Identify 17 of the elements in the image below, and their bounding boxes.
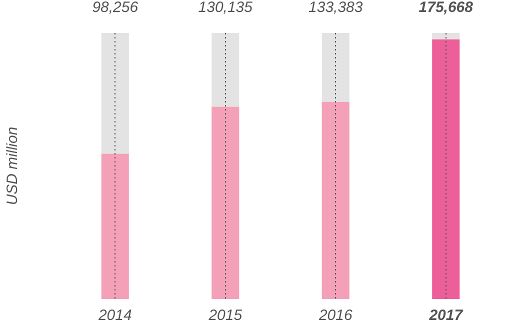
y-axis-title: USD million <box>4 126 22 206</box>
bar <box>322 33 350 102</box>
bar <box>322 102 350 299</box>
data-label: 175,668 <box>418 0 474 16</box>
data-label: 98,256 <box>92 0 139 16</box>
data-label: 130,135 <box>198 0 254 16</box>
bar <box>212 33 240 107</box>
x-tick-label: 2017 <box>428 307 464 324</box>
bar <box>101 33 129 154</box>
x-tick-label: 2015 <box>208 307 243 324</box>
data-label: 133,383 <box>308 0 364 16</box>
bar <box>212 106 240 299</box>
bar <box>432 33 460 40</box>
bar <box>432 39 460 299</box>
x-tick-label: 2014 <box>97 307 132 324</box>
bar <box>101 154 129 299</box>
x-tick-label: 2016 <box>318 307 353 324</box>
